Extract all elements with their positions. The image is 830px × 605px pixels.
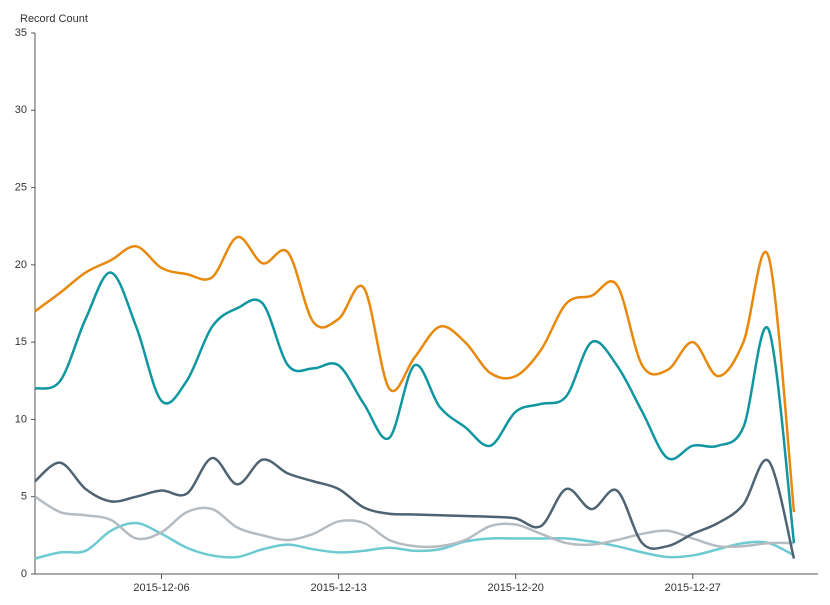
line-series (34, 521, 795, 560)
y-tick-label: 15 (15, 336, 27, 348)
y-tick-label: 20 (15, 259, 27, 271)
y-axis-title: Record Count (20, 13, 88, 25)
line-series (34, 271, 796, 544)
line-series (34, 456, 796, 559)
line-series (34, 495, 795, 549)
y-tick-label: 35 (15, 27, 27, 39)
x-tick-label: 2015-12-27 (665, 582, 721, 594)
y-tick-label: 0 (21, 568, 27, 580)
y-tick-label: 5 (21, 491, 27, 503)
x-tick-label: 2015-12-20 (488, 582, 544, 594)
line-series (34, 235, 796, 513)
y-tick-label: 30 (15, 104, 27, 116)
x-tick-label: 2015-12-13 (310, 582, 366, 594)
y-tick-label: 10 (15, 413, 27, 425)
x-tick-label: 2015-12-06 (133, 582, 189, 594)
y-tick-label: 25 (15, 181, 27, 193)
